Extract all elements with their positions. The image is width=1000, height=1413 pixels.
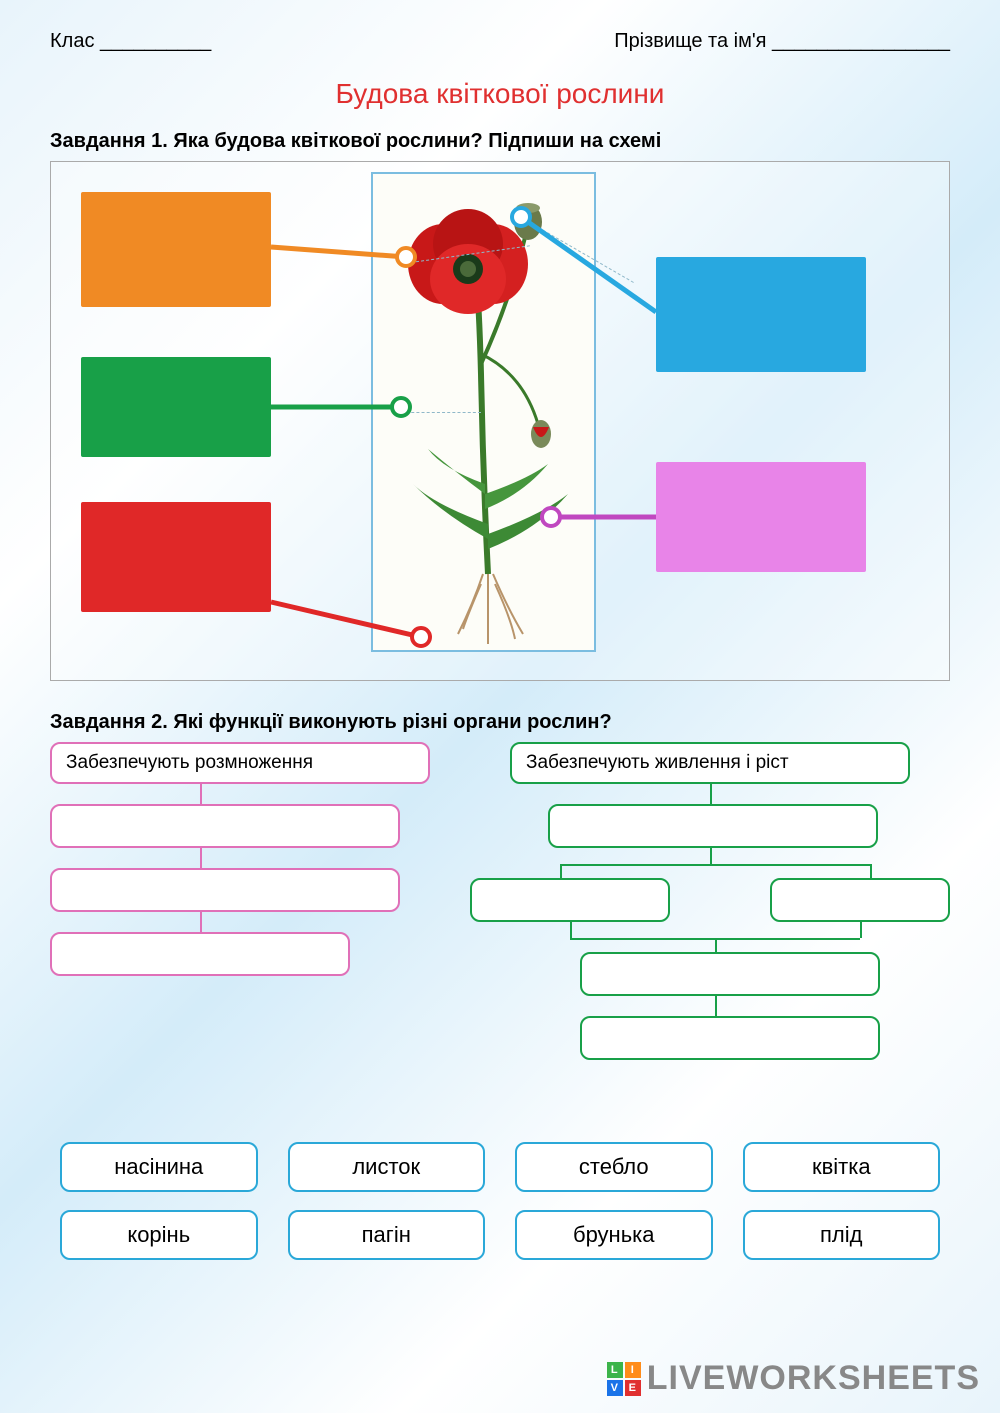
tree-right-slot-4[interactable] [580, 1016, 880, 1060]
page-title: Будова квіткової рослини [50, 78, 950, 110]
word-chip[interactable]: плід [743, 1210, 941, 1260]
task1-label: Завдання 1. Яка будова квіткової рослини… [50, 130, 950, 153]
label-box-orange[interactable] [81, 192, 271, 307]
label-box-green[interactable] [81, 357, 271, 457]
tree-right-slot-3[interactable] [580, 952, 880, 996]
watermark-text: LIVEWORKSHEETS [647, 1359, 980, 1398]
word-chip[interactable]: корінь [60, 1210, 258, 1260]
tree-left-header: Забезпечують розмноження [50, 742, 430, 784]
word-bank: насінина листок стебло квітка корінь пагін бру… [50, 1142, 950, 1260]
tree-right-slot-2a[interactable] [470, 878, 670, 922]
label-box-red[interactable] [81, 502, 271, 612]
word-chip[interactable]: пагін [288, 1210, 486, 1260]
watermark-badge: LIVE [607, 1362, 641, 1396]
tree-right-slot-2b[interactable] [770, 878, 950, 922]
word-chip[interactable]: насінина [60, 1142, 258, 1192]
tree-right-header: Забезпечують живлення і ріст [510, 742, 910, 784]
watermark: LIVE LIVEWORKSHEETS [607, 1359, 980, 1398]
task1-diagram [50, 161, 950, 681]
tree-left-slot-3[interactable] [50, 932, 350, 976]
plant-illustration [373, 174, 596, 652]
word-chip[interactable]: листок [288, 1142, 486, 1192]
tree-left-slot-1[interactable] [50, 804, 400, 848]
class-field[interactable]: Клас __________ [50, 30, 211, 53]
label-box-blue[interactable] [656, 257, 866, 372]
task2-label: Завдання 2. Які функції виконують різні … [50, 711, 950, 734]
word-chip[interactable]: квітка [743, 1142, 941, 1192]
word-chip[interactable]: стебло [515, 1142, 713, 1192]
word-chip[interactable]: брунька [515, 1210, 713, 1260]
tree-left-slot-2[interactable] [50, 868, 400, 912]
label-box-violet[interactable] [656, 462, 866, 572]
task2-diagram: Забезпечують розмноження Забезпечують жи… [50, 742, 950, 1122]
tree-right-slot-1[interactable] [548, 804, 878, 848]
name-field[interactable]: Прізвище та ім'я ________________ [614, 30, 950, 53]
